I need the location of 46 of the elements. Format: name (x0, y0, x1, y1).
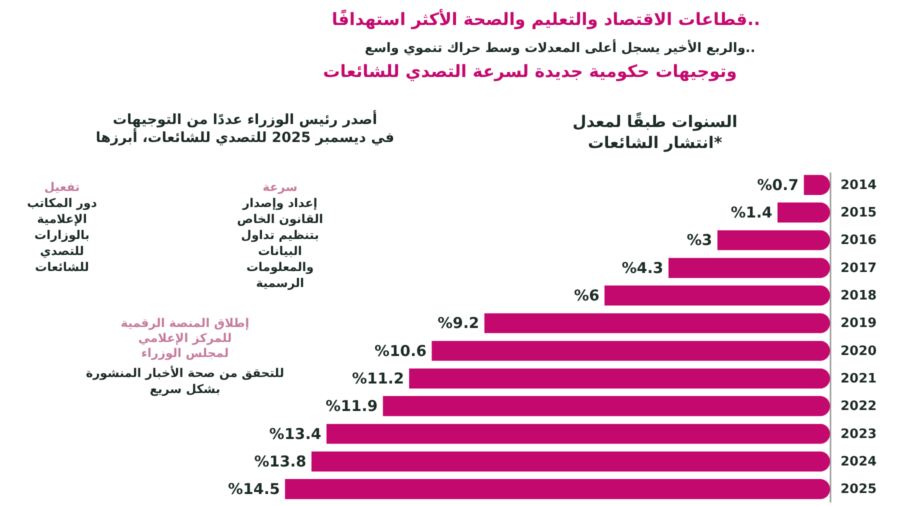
bar (604, 285, 830, 306)
data-label: %13.8 (254, 452, 306, 470)
text: للتحقق من صحة الأخبار المنشورة بشكل سريع (86, 365, 284, 396)
bar (777, 202, 830, 223)
y-tick-label: 2024 (840, 454, 877, 470)
data-label: %13.4 (269, 424, 322, 443)
bar (326, 424, 830, 444)
bar (717, 230, 830, 250)
bar (409, 368, 830, 389)
y-tick-label: 2019 (840, 316, 877, 332)
y-tick-label: 2014 (840, 178, 877, 193)
data-label: %4.3 (622, 258, 664, 277)
y-tick-label: 2023 (840, 426, 877, 442)
text: إطلاق المنصة الرقمية للمركز الإعلامي لمجلس الوزراء (120, 316, 250, 360)
y-tick-label: 2022 (840, 399, 877, 414)
bar (382, 396, 830, 416)
bar (432, 340, 830, 361)
data-label: %9.2 (438, 314, 480, 332)
data-label: %14.5 (228, 480, 280, 498)
y-tick-label: 2015 (840, 206, 877, 221)
text: السنوات طبقًا لمعدل انتشار الشائعات* (572, 112, 738, 152)
y-tick-label: 2017 (840, 260, 877, 276)
annotation: إعداد وإصدار القانون الخاص بتنظيم تداول البيانات والمعلومات الرسمية (236, 196, 324, 290)
data-label: %10.6 (374, 342, 427, 360)
data-label: %3 (686, 231, 712, 250)
y-tick-label: 2016 (840, 233, 877, 248)
data-label: %0.7 (757, 176, 799, 194)
data-label: %1.4 (730, 204, 772, 222)
bar (285, 479, 830, 500)
y-tick-label: 2025 (840, 482, 877, 498)
y-tick-label: 2020 (840, 344, 877, 359)
data-label: %6 (574, 286, 600, 305)
text: دور المكاتب الإعلامية بالوزارات للتصدي للشائعات (26, 196, 98, 274)
annotation: سرعة (262, 180, 298, 194)
text: تفعيل (44, 180, 80, 194)
bar (668, 258, 830, 278)
data-label: %11.9 (326, 397, 378, 416)
text: أصدر رئيس الوزراء عددًا من التوجيهات في ديسمبر 2025 للتصدي للشائعات، أبرزها (96, 110, 394, 146)
y-tick-label: 2018 (840, 288, 877, 304)
bar (311, 451, 830, 472)
y-tick-label: 2021 (840, 371, 877, 386)
bar (484, 313, 830, 334)
data-label: %11.2 (352, 369, 404, 388)
text: وتوجيهات حكومية جديدة لسرعة التصدي للشائعات (323, 62, 737, 82)
chart-subtitle: والربع الأخير يسجل أعلى المعدلات وسط حراك تنموي واسع.. (364, 39, 756, 56)
chart-title: قطاعات الاقتصاد والتعليم والصحة الأكثر استهدافًا.. (332, 8, 760, 30)
